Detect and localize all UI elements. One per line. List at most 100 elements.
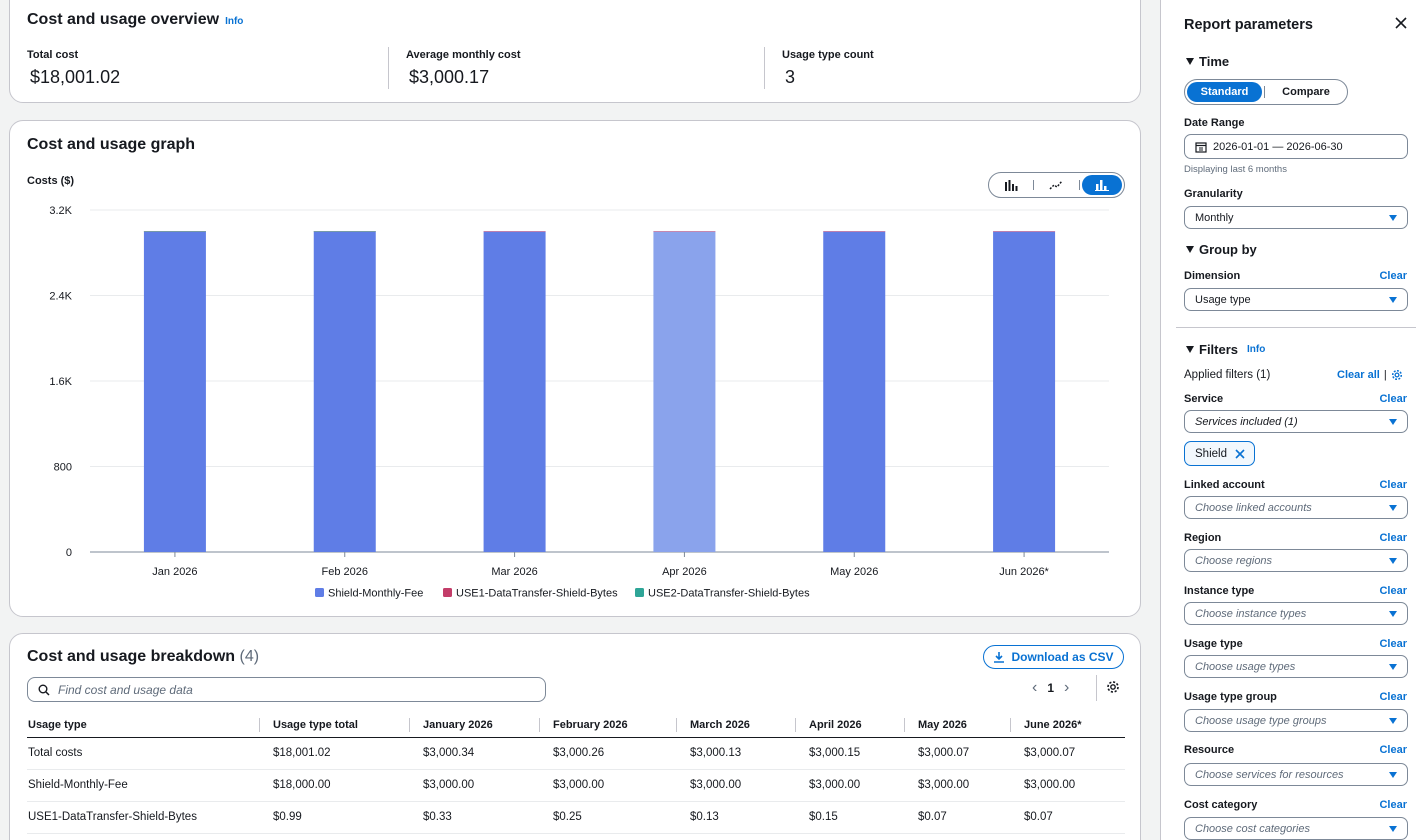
filters-heading: Filters (1199, 342, 1239, 357)
column-header[interactable]: January 2026 (409, 713, 539, 738)
table-cell: $0.25 (539, 801, 676, 834)
metric-label: Total cost (27, 49, 79, 61)
bar-use2-datatransfer-shield-bytes[interactable] (313, 231, 376, 232)
chevron-right-icon[interactable]: › (1064, 679, 1070, 696)
table-cell: $0.13 (676, 801, 795, 834)
cost-usage-graph-card: Cost and usage graph Costs ($) 0 800 1.6K 2… (9, 120, 1141, 617)
bar-use1-datatransfer-shield-bytes[interactable] (653, 231, 716, 232)
caret-down-icon (1389, 419, 1397, 425)
y-tick-label: 800 (54, 462, 72, 474)
applied-filters-count: Applied filters (1) (1184, 369, 1271, 381)
column-header[interactable]: March 2026 (676, 713, 795, 738)
column-header[interactable]: May 2026 (904, 713, 1010, 738)
table-cell: $3,000.07 (1010, 737, 1125, 770)
instance-type-clear-link[interactable]: Clear (1379, 585, 1407, 597)
chart-y-axis-label: Costs ($) (27, 175, 74, 187)
panel-title: Report parameters (1184, 17, 1313, 33)
legend-item[interactable]: USE2-DataTransfer-Shield-Bytes (635, 588, 810, 600)
table-cell: $3,000.07 (904, 737, 1010, 770)
column-header[interactable]: Usage type total (259, 713, 409, 738)
overview-title-text: Cost and usage overview (27, 11, 220, 28)
filters-section-toggle[interactable]: Filters Info (1186, 342, 1265, 357)
legend-swatch (635, 588, 644, 597)
metric-average-monthly-cost: Average monthly cost $3,000.17 (388, 47, 764, 89)
table-cell: $18,000.00 (259, 769, 409, 802)
settings-gear-icon[interactable] (1106, 680, 1120, 694)
cost-category-select[interactable]: Choose cost categories (1184, 817, 1408, 840)
usage-type-group-clear-link[interactable]: Clear (1379, 691, 1407, 703)
linked-account-clear-link[interactable]: Clear (1379, 479, 1407, 491)
column-header-label: March 2026 (690, 718, 750, 731)
column-header[interactable]: April 2026 (795, 713, 904, 738)
metric-label: Usage type count (782, 49, 874, 61)
remove-token-icon[interactable] (1235, 448, 1245, 459)
legend-label: USE2-DataTransfer-Shield-Bytes (648, 588, 810, 600)
resource-select[interactable]: Choose services for resources (1184, 763, 1408, 786)
search-input[interactable] (58, 682, 528, 697)
table-cell: $0.07 (1010, 801, 1125, 834)
column-header-label: Usage type (28, 718, 87, 731)
line-chart-icon[interactable] (1036, 175, 1076, 195)
linked-account-select[interactable]: Choose linked accounts (1184, 496, 1408, 519)
bar-use1-datatransfer-shield-bytes[interactable] (993, 231, 1056, 232)
download-icon (994, 652, 1005, 663)
close-icon[interactable] (1395, 17, 1407, 29)
graph-title: Cost and usage graph (27, 136, 196, 153)
service-select[interactable]: Services included (1) (1184, 410, 1408, 433)
legend-item[interactable]: USE1-DataTransfer-Shield-Bytes (443, 588, 618, 600)
bar-shield-monthly-fee[interactable] (993, 231, 1056, 552)
chevron-left-icon[interactable]: ‹ (1032, 679, 1038, 696)
standard-option[interactable]: Standard (1187, 82, 1262, 102)
breakdown-title-text: Cost and usage breakdown (27, 648, 236, 665)
caret-down-icon (1389, 611, 1397, 617)
dimension-clear-link[interactable]: Clear (1379, 270, 1407, 282)
main-content: Cost and usage overview Info Total cost $… (9, 0, 1141, 840)
granularity-select[interactable]: Monthly (1184, 206, 1408, 229)
bar-shield-monthly-fee[interactable] (483, 231, 546, 552)
stacked-bar-chart-icon[interactable] (1081, 175, 1122, 195)
download-csv-button[interactable]: Download as CSV (983, 645, 1124, 669)
bar-shield-monthly-fee[interactable] (143, 231, 206, 552)
instance-type-select[interactable]: Choose instance types (1184, 602, 1408, 625)
service-clear-link[interactable]: Clear (1379, 393, 1407, 405)
region-clear-link[interactable]: Clear (1379, 532, 1407, 544)
bar-chart-icon[interactable] (991, 175, 1031, 195)
bar-shield-monthly-fee[interactable] (653, 231, 716, 552)
overview-info-link[interactable]: Info (225, 16, 244, 27)
usage-type-clear-link[interactable]: Clear (1379, 638, 1407, 650)
group-by-section-toggle[interactable]: Group by (1186, 242, 1257, 257)
table-cell: $3,000.13 (676, 737, 795, 770)
filter-settings-gear-icon[interactable] (1391, 369, 1403, 381)
clear-all-link[interactable]: Clear all (1337, 369, 1380, 381)
bar-shield-monthly-fee[interactable] (313, 231, 376, 552)
table-cell: $18,001.02 (259, 737, 409, 770)
caret-down-icon (1186, 246, 1194, 253)
compare-option[interactable]: Compare (1282, 86, 1330, 98)
bar-use1-datatransfer-shield-bytes[interactable] (823, 231, 886, 232)
filters-info-link[interactable]: Info (1247, 344, 1266, 355)
table-cell: $0.99 (259, 801, 409, 834)
column-header[interactable]: June 2026* (1010, 713, 1125, 738)
column-header[interactable]: February 2026 (539, 713, 676, 738)
page-number[interactable]: 1 (1047, 681, 1055, 695)
time-section-toggle[interactable]: Time (1186, 54, 1229, 69)
bar-shield-monthly-fee[interactable] (823, 231, 886, 552)
legend-item[interactable]: Shield-Monthly-Fee (315, 588, 423, 600)
resource-clear-link[interactable]: Clear (1379, 744, 1407, 756)
calendar-icon (1195, 142, 1207, 153)
legend-label: USE1-DataTransfer-Shield-Bytes (456, 588, 618, 600)
table-cell: $3,000.00 (904, 769, 1010, 802)
date-range-input[interactable]: 2026-01-01 — 2026-06-30 (1184, 134, 1408, 159)
y-tick-label: 3.2K (49, 205, 72, 217)
region-select[interactable]: Choose regions (1184, 549, 1408, 572)
bar-use1-datatransfer-shield-bytes[interactable] (483, 231, 546, 232)
dimension-select[interactable]: Usage type (1184, 288, 1408, 311)
column-header[interactable]: Usage type (27, 713, 259, 738)
table-cell: $3,000.00 (1010, 769, 1125, 802)
usage-type-group-select[interactable]: Choose usage type groups (1184, 709, 1408, 732)
usage-type-select[interactable]: Choose usage types (1184, 655, 1408, 678)
cost-category-clear-link[interactable]: Clear (1379, 799, 1407, 811)
caret-down-icon (1389, 718, 1397, 724)
bar-use2-datatransfer-shield-bytes[interactable] (143, 231, 206, 232)
pagination: ‹ 1 › (1032, 679, 1069, 697)
